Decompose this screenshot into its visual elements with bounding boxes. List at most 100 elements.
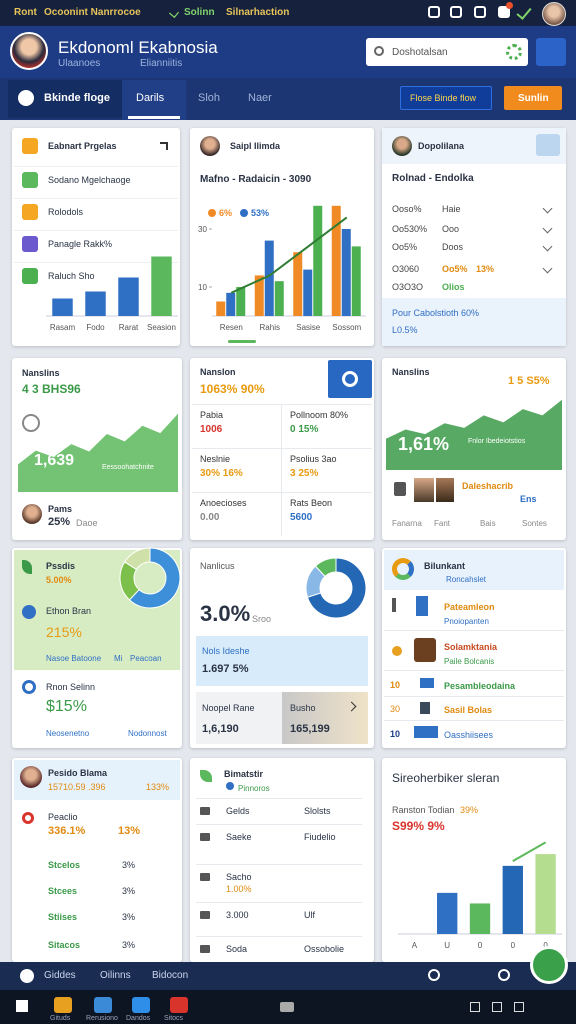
search-placeholder[interactable]: Doshotalsan: [392, 47, 448, 58]
x-tick-label: Rasam: [49, 323, 76, 332]
icon: [22, 268, 38, 284]
cell-value: 5600: [290, 512, 313, 523]
nav-icon: [498, 969, 510, 981]
legend-swatch: [208, 209, 216, 217]
tab-label[interactable]: Bkinde floge: [44, 92, 111, 104]
card-value: S99% 9%: [392, 819, 445, 833]
footer-label: Fant: [434, 519, 451, 528]
grid-line-h: [192, 448, 372, 449]
table-cell: O3060: [392, 264, 420, 274]
divider: [384, 696, 564, 697]
avatar: [20, 766, 42, 788]
cell-label: Pabia: [200, 410, 224, 420]
taskbar-icon: [280, 1002, 294, 1012]
taskbar-icon[interactable]: [132, 997, 150, 1013]
row-cell: 3.000: [226, 910, 249, 920]
footer-label: Sontes: [522, 519, 547, 528]
tab-label[interactable]: Sloh: [198, 92, 221, 104]
metric-box: [196, 636, 368, 686]
action-button-label[interactable]: Flose Binde flow: [410, 93, 477, 103]
tray-icon: [492, 1002, 502, 1012]
action-button[interactable]: [400, 86, 492, 110]
nav-label[interactable]: Bidocon: [152, 970, 189, 981]
person-value: 25%: [48, 516, 71, 528]
fab-button: [530, 946, 568, 984]
taskbar-icon[interactable]: [94, 997, 112, 1013]
list-item: Sodano Mgelchaoge: [48, 175, 131, 185]
primary-button[interactable]: [504, 86, 562, 110]
card-title: Bilunkant: [424, 561, 466, 571]
card-footer-text: Pour Cabolstioth 60%: [392, 308, 480, 318]
x-tick-label: Seasion: [147, 323, 176, 332]
x-tick-label: Fodo: [86, 323, 105, 332]
tab-label[interactable]: Darils: [136, 92, 165, 104]
list-label: Oasshiisees: [444, 730, 494, 740]
search-box[interactable]: [366, 38, 528, 66]
nav-label[interactable]: Oilinns: [100, 970, 131, 981]
cell-value: 0.00: [200, 512, 220, 523]
card-value: 1 5 S5%: [508, 375, 550, 387]
nav-label[interactable]: Giddes: [44, 970, 76, 981]
row-icon: [200, 945, 210, 953]
cell-label: Psolius 3ao: [290, 454, 337, 464]
cell-label: Rats Beon: [290, 498, 333, 508]
legend-swatch: [240, 209, 248, 217]
divider: [196, 902, 362, 903]
primary-button-label[interactable]: Sunlin: [518, 93, 549, 104]
tab-label[interactable]: Naer: [248, 92, 272, 104]
row-label: Sitacos: [48, 940, 81, 950]
avatar: [436, 478, 454, 502]
card-header: [382, 128, 566, 164]
start-icon: [16, 1000, 28, 1012]
metric-value: 165,199: [290, 723, 330, 735]
nav-icon: [20, 969, 34, 983]
row-cell: Saeke: [226, 832, 252, 842]
note: Peacoan: [130, 654, 162, 663]
expand-button[interactable]: [536, 38, 566, 66]
tab-icon: [18, 90, 34, 106]
item-value: 215%: [46, 624, 82, 640]
list-item: Panagle Rakk%: [48, 239, 113, 249]
row-label: Stcees: [48, 886, 78, 896]
list-key: 30: [390, 704, 401, 714]
row-value: 3%: [122, 860, 136, 870]
card-footer: [382, 298, 566, 346]
card-title: Pesido Blama: [48, 768, 108, 778]
status-icon: [498, 6, 510, 18]
search-button[interactable]: [536, 134, 560, 156]
table-cell: Ooo: [442, 224, 460, 234]
table-cell: Olios: [442, 282, 465, 292]
status-text: Ocoonint Nanrrocoe: [44, 7, 141, 18]
chart-subtitle: Mafno - Radaicin - 3090: [200, 174, 312, 185]
row-cell: Sacho: [226, 872, 252, 882]
card: [190, 128, 374, 346]
card-value: 5.00%: [46, 575, 72, 585]
taskbar-icon[interactable]: [170, 997, 188, 1013]
table-cell: Doos: [442, 242, 464, 252]
x-tick-label: Rarat: [118, 323, 139, 332]
header-subtitle: Elianniitis: [140, 58, 183, 69]
icon: [414, 638, 436, 662]
row-label: Peaclio: [48, 812, 78, 822]
row-value: 3%: [122, 940, 136, 950]
list-label: Sasil Bolas: [444, 705, 493, 715]
cell-value: 1006: [200, 424, 223, 435]
plant-icon: [200, 770, 212, 782]
card-title: Nanslins: [392, 367, 430, 377]
note: Nasoe Batoone: [46, 654, 102, 663]
metric-box: [196, 692, 282, 744]
table-cell: Haie: [442, 204, 461, 214]
ring-icon: [392, 558, 414, 580]
icon: [22, 236, 38, 252]
taskbar-icon[interactable]: [54, 997, 72, 1013]
gear-icon: [342, 371, 358, 387]
legend-label: 6%: [219, 208, 233, 218]
icon: [394, 482, 406, 496]
cell-value: 3 25%: [290, 468, 319, 479]
footer-label: Bais: [480, 519, 496, 528]
card-subtitle-value: 39%: [460, 805, 479, 815]
tab[interactable]: [122, 80, 186, 120]
divider: [384, 670, 564, 671]
person-name: Pams: [48, 504, 73, 514]
icon: [226, 782, 234, 790]
